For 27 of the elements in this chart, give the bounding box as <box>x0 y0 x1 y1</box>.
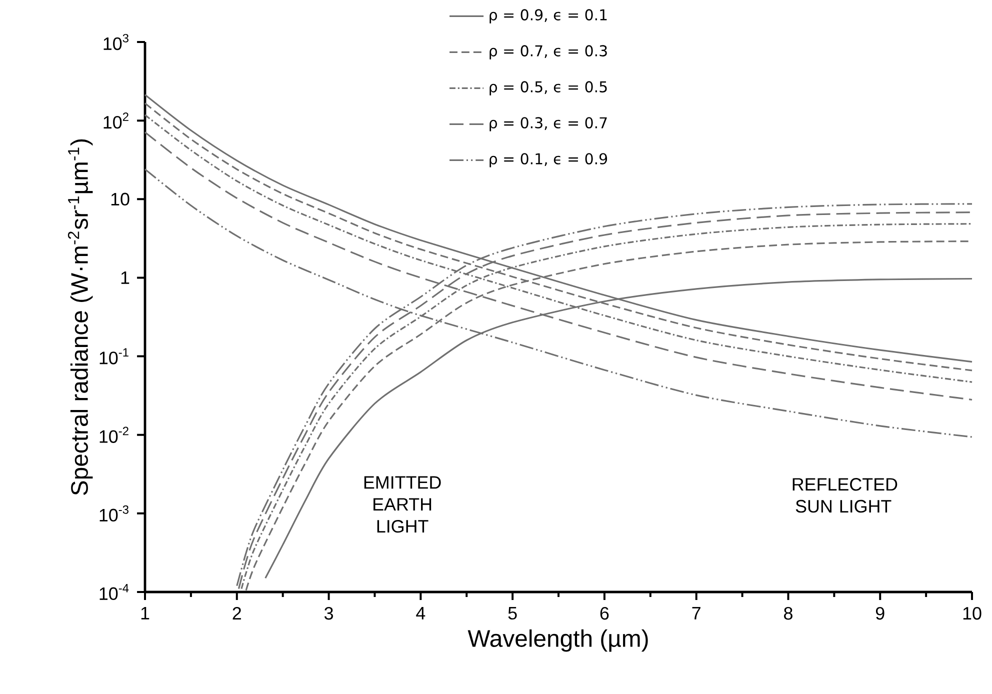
y-tick-label: 10 <box>111 192 130 206</box>
y-axis-title: Spectral radiance (W·m$^{-2}$sr$^{-1}$µm$^{-1}$) <box>68 139 93 496</box>
y-tick-label: 10$^{-3}$ <box>100 505 128 522</box>
x-tick-label: 2 <box>232 606 241 620</box>
legend-label: ρ = 0.5, ϵ = 0.5 <box>490 81 607 96</box>
x-tick-label: 4 <box>416 606 426 620</box>
y-tick-label: 10$^{2}$ <box>104 112 128 129</box>
y-tick-label: 10$^{-2}$ <box>100 426 128 443</box>
x-tick-label: 6 <box>600 606 609 620</box>
legend-label: ρ = 0.7, ϵ = 0.3 <box>490 45 607 60</box>
x-tick-label: 10 <box>963 606 982 620</box>
annotation: EMITTED EARTH LIGHT <box>364 476 441 533</box>
x-tick-label: 1 <box>141 606 150 620</box>
y-tick-label: 10$^{-1}$ <box>100 348 128 364</box>
x-axis-title: Wavelength (µm) <box>468 629 648 652</box>
y-tick-label: 10$^{3}$ <box>104 34 128 50</box>
x-tick-label: 7 <box>692 606 700 620</box>
x-tick-label: 9 <box>876 606 884 620</box>
legend-label: ρ = 0.1, ϵ = 0.9 <box>490 153 608 168</box>
legend-label: ρ = 0.3, ϵ = 0.7 <box>490 117 607 132</box>
x-tick-label: 8 <box>784 606 792 620</box>
x-tick-label: 3 <box>324 606 333 620</box>
annotation: REFLECTED SUN LIGHT <box>792 478 898 513</box>
x-tick-label: 5 <box>508 606 517 620</box>
y-tick-label: 1 <box>121 272 130 284</box>
legend-label: ρ = 0.9, ϵ = 0.1 <box>490 9 607 24</box>
y-tick-label: 10$^{-4}$ <box>100 584 129 600</box>
